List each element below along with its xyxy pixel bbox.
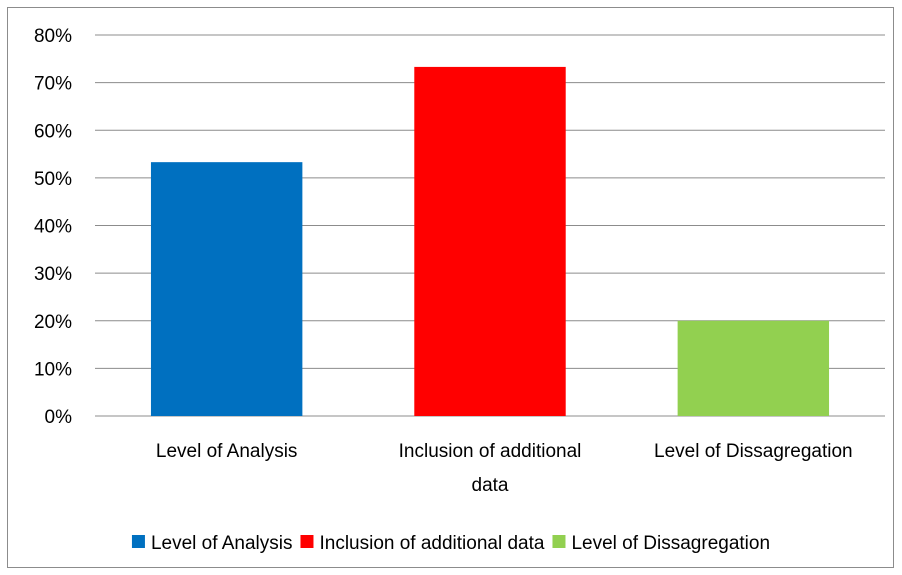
legend-label: Level of Analysis bbox=[151, 533, 293, 554]
bar-2 bbox=[414, 66, 566, 416]
y-tick-label: 70% bbox=[34, 74, 72, 95]
legend-swatch bbox=[552, 535, 566, 548]
legend-label: Inclusion of additional data bbox=[319, 533, 544, 554]
bar-1 bbox=[150, 162, 303, 416]
y-tick-label: 40% bbox=[34, 217, 72, 238]
y-tick-label: 30% bbox=[34, 264, 72, 285]
y-tick-label: 10% bbox=[34, 359, 72, 380]
x-category-label: Level of Dissagregation bbox=[654, 441, 853, 462]
y-tick-label: 80% bbox=[34, 26, 72, 47]
bar-3 bbox=[677, 320, 830, 416]
legend-swatch bbox=[300, 535, 314, 548]
y-tick-label: 60% bbox=[34, 121, 72, 142]
x-category-label: Inclusion of additional data bbox=[399, 441, 582, 496]
y-tick-label: 0% bbox=[45, 407, 73, 428]
y-tick-label: 50% bbox=[34, 169, 72, 190]
bars bbox=[150, 66, 830, 416]
legend: Level of Analysis Inclusion of additional… bbox=[131, 533, 770, 554]
y-tick-label: 20% bbox=[34, 312, 72, 333]
y-axis-ticks: 0% 10% 20% 30% 40% 50% 60% 70% 80% bbox=[34, 26, 72, 428]
x-axis-labels: Level of Analysis Inclusion of additional… bbox=[156, 441, 853, 496]
legend-label: Level of Dissagregation bbox=[571, 533, 770, 554]
legend-swatch bbox=[131, 535, 145, 548]
x-category-label: Level of Analysis bbox=[156, 441, 298, 462]
